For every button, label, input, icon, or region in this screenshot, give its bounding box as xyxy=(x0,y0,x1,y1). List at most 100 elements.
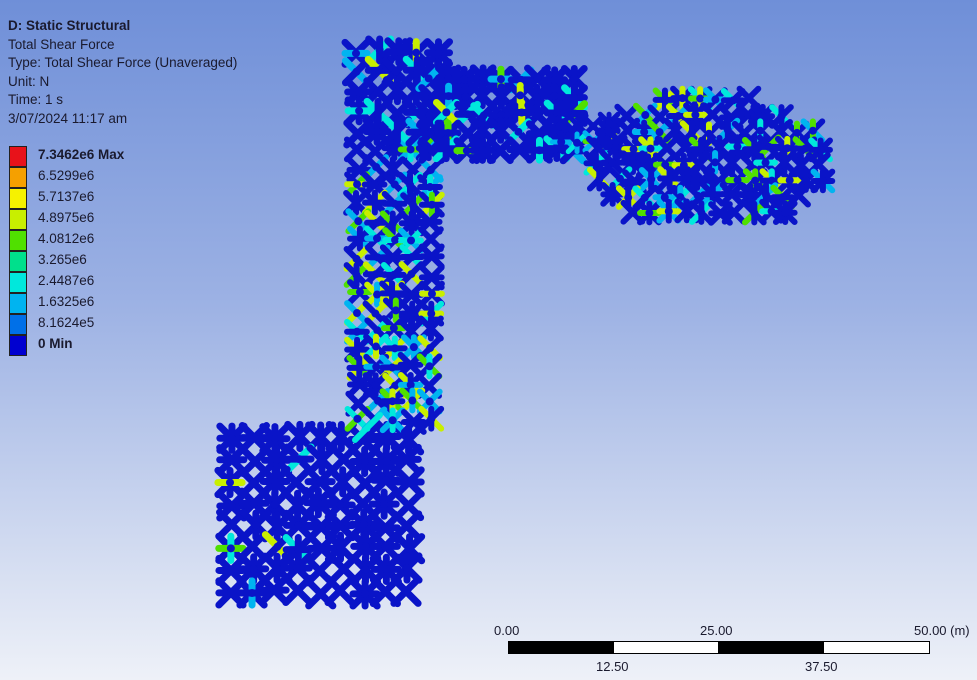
lattice-node xyxy=(391,381,400,390)
lattice-node xyxy=(570,74,579,83)
lattice-node xyxy=(226,544,235,553)
lattice-node xyxy=(382,432,391,441)
lattice-node xyxy=(352,145,361,154)
lattice-node xyxy=(412,48,421,57)
lattice-node xyxy=(293,564,302,573)
lattice-node xyxy=(373,253,382,262)
lattice-node xyxy=(711,158,720,167)
lattice-node xyxy=(407,290,416,299)
analysis-title: D: Static Structural xyxy=(8,18,131,33)
lattice-node xyxy=(434,48,443,57)
lattice-node xyxy=(294,521,303,530)
lattice-node xyxy=(393,126,402,135)
lattice-node xyxy=(746,190,755,199)
lattice-node xyxy=(408,396,417,405)
lattice-node xyxy=(696,94,705,103)
lattice-node xyxy=(424,74,433,83)
lattice-node xyxy=(292,478,301,487)
lattice-node xyxy=(818,176,827,185)
lattice-node xyxy=(801,176,810,185)
lattice-node xyxy=(338,477,347,486)
result-quantity: Total Shear Force xyxy=(8,36,115,52)
lattice-node xyxy=(427,252,436,261)
lattice-node xyxy=(248,588,257,597)
lattice-node xyxy=(478,91,487,100)
legend-label: 4.8975e6 xyxy=(38,210,95,225)
lattice-node xyxy=(478,146,487,155)
lattice-node xyxy=(381,523,390,532)
lattice-node xyxy=(388,397,397,406)
legend-swatch xyxy=(9,335,27,356)
result-type: Type: Total Shear Force (Unaveraged) xyxy=(8,55,238,70)
lattice-node xyxy=(661,160,670,169)
lattice-node xyxy=(339,564,348,573)
lattice-node xyxy=(249,478,258,487)
lattice-node xyxy=(352,49,361,58)
legend-swatch xyxy=(9,293,27,314)
scale-tick-37-5: 37.50 xyxy=(805,659,838,674)
lattice-node xyxy=(371,309,380,318)
lattice-node xyxy=(352,327,361,336)
lattice-node xyxy=(227,520,236,529)
lattice-node xyxy=(405,478,414,487)
lattice-node xyxy=(645,208,654,217)
lattice-node xyxy=(425,381,434,390)
lattice-node xyxy=(514,127,523,136)
lattice-node xyxy=(665,174,674,183)
lattice-node xyxy=(270,500,279,509)
lattice-node xyxy=(317,455,326,464)
lattice-node xyxy=(427,93,436,102)
lattice-node xyxy=(646,144,655,153)
lattice-node xyxy=(294,455,303,464)
lattice-node xyxy=(336,521,345,530)
lattice-node xyxy=(425,217,434,226)
lattice-node xyxy=(352,254,361,263)
lattice-node xyxy=(355,288,364,297)
lattice-node xyxy=(336,500,345,509)
lattice-node xyxy=(390,144,399,153)
lattice-node xyxy=(683,174,692,183)
lattice-node xyxy=(463,110,472,119)
lattice-node xyxy=(370,180,379,189)
lattice-node xyxy=(407,327,416,336)
lattice-node xyxy=(715,143,724,152)
lattice-node xyxy=(573,120,582,129)
lattice-node xyxy=(796,161,805,170)
lattice-node xyxy=(336,586,345,595)
lattice-node xyxy=(427,289,436,298)
lattice-node xyxy=(361,565,370,574)
lattice-node xyxy=(353,345,362,354)
scale-tick-12-5: 12.50 xyxy=(596,659,629,674)
lattice-node xyxy=(381,587,390,596)
lattice-node xyxy=(496,126,505,135)
lattice-node xyxy=(723,126,732,135)
lattice-node xyxy=(497,111,506,120)
lattice-node xyxy=(727,190,736,199)
lattice-node xyxy=(388,165,397,174)
lattice-node xyxy=(273,542,282,551)
lattice-node xyxy=(783,144,792,153)
lattice-node xyxy=(765,142,774,151)
legend-swatch xyxy=(9,251,27,272)
lattice-node xyxy=(226,478,235,487)
lattice-node xyxy=(405,544,414,553)
lattice-node xyxy=(391,235,400,244)
lattice-node xyxy=(444,129,453,138)
lattice-node xyxy=(681,143,690,152)
lattice-node xyxy=(295,432,304,441)
lattice-node xyxy=(390,199,399,208)
lattice-node xyxy=(570,93,579,102)
lattice-node xyxy=(355,363,364,372)
lattice-node xyxy=(355,165,364,174)
lattice-node xyxy=(660,95,669,104)
lattice-node xyxy=(361,589,370,598)
lattice-node xyxy=(336,543,345,552)
result-info-panel: D: Static Structural Total Shear Force T… xyxy=(8,17,237,128)
legend-label: 8.1624e5 xyxy=(38,315,95,330)
lattice-node xyxy=(406,360,415,369)
lattice-node xyxy=(814,160,823,169)
lattice-node xyxy=(250,499,259,508)
lattice-node xyxy=(750,209,759,218)
legend-swatch xyxy=(9,272,27,293)
